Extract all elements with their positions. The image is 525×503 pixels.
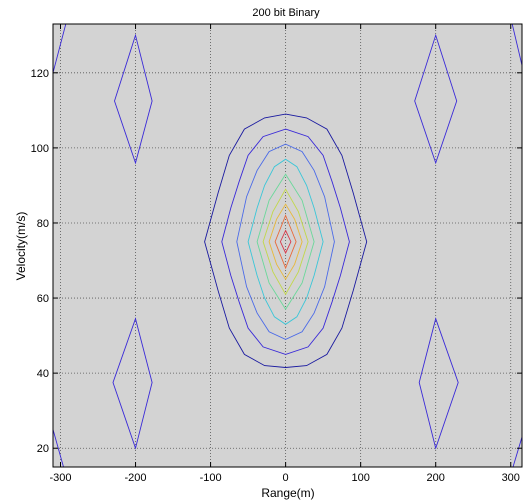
x-axis-ticks: -300 -200 -100 0 100 200 300 [49,24,520,484]
x-tick-label: 0 [283,472,289,484]
y-tick-label: 40 [37,368,49,380]
x-tick-label: -200 [125,472,147,484]
x-tick-label: 100 [351,472,369,484]
contour-line [262,188,309,296]
y-tick-label: 100 [31,143,49,155]
contour-lines [53,24,522,467]
contour-line [256,173,315,311]
contour-line [221,128,350,355]
contour-line [236,143,335,340]
x-tick-label: -100 [200,472,222,484]
y-tick-label: 20 [37,443,49,455]
y-axis-label: Velocity(m/s) [14,212,28,281]
contour-edge-segment [53,429,64,467]
chart-title: 200 bit Binary [252,7,320,19]
contour-line [268,203,303,281]
contour-line [274,214,297,270]
contour-line [414,33,458,165]
x-axis-label: Range(m) [261,486,314,500]
y-tick-label: 60 [37,293,49,305]
contour-line [418,317,459,450]
contour-edge-segment [53,24,67,73]
plot-area [53,24,522,467]
x-tick-label: 300 [502,472,520,484]
contour-line [112,317,153,450]
contour-edge-segment [511,24,522,66]
grid-lines [53,24,522,467]
contour-line [204,113,368,368]
y-axis-ticks: 20 40 60 80 100 120 [31,68,522,455]
plot-frame [52,23,523,468]
contour-line [114,33,153,165]
contour-edge-segment [512,436,522,467]
contour-line [279,229,292,255]
x-tick-label: 200 [427,472,445,484]
contour-line [247,158,324,325]
y-tick-label: 120 [31,68,49,80]
y-tick-label: 80 [37,218,49,230]
x-tick-label: -300 [49,472,71,484]
